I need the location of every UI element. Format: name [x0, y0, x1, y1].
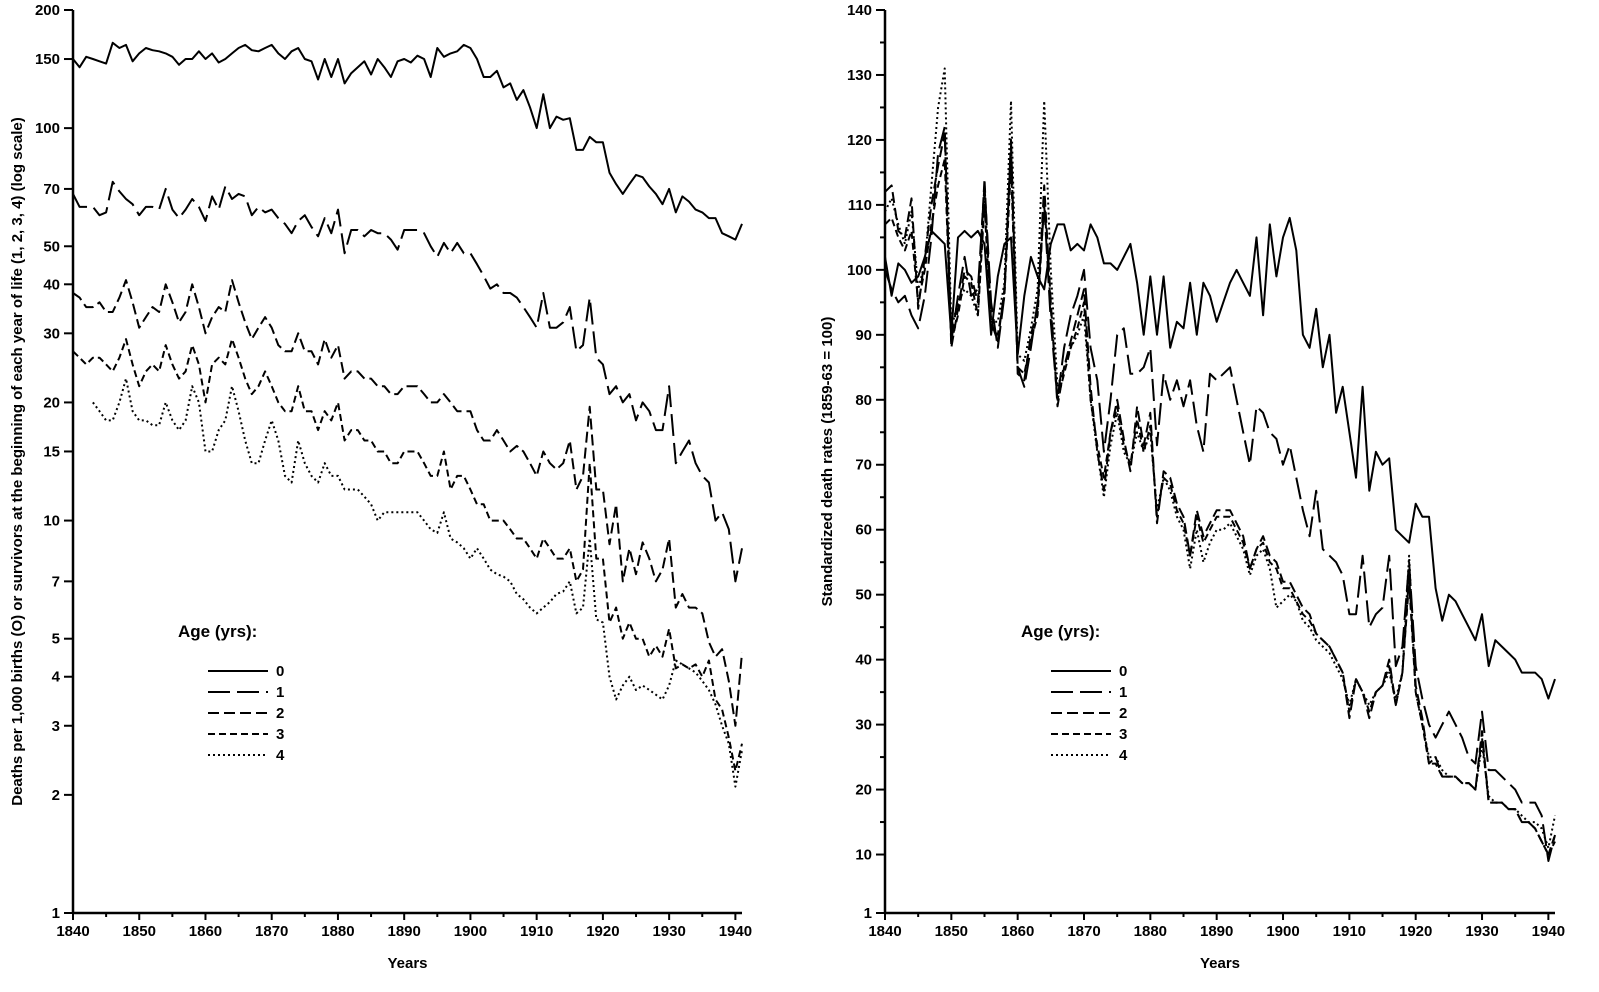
legend-label: 3: [276, 726, 284, 743]
y-tick-label: 50: [855, 587, 872, 604]
series-line-age-1: [72, 180, 743, 583]
legend-label: 4: [276, 747, 285, 764]
y-tick-label: 140: [847, 2, 872, 19]
x-axis-title: Years: [1200, 955, 1240, 972]
x-tick-label: 1920: [586, 923, 619, 940]
y-tick-label: 80: [855, 392, 872, 409]
y-tick-label: 15: [43, 443, 60, 460]
series-line-age-2: [72, 279, 743, 727]
series-line-age-3: [884, 158, 1556, 856]
series-line-age-4: [884, 67, 1556, 849]
x-tick-label: 1920: [1399, 923, 1432, 940]
y-tick-label: 2: [52, 787, 60, 804]
y-tick-label: 100: [35, 120, 60, 137]
x-tick-label: 1910: [1333, 923, 1366, 940]
y-axis-title: Standardized death rates (1859-63 = 100): [819, 317, 836, 607]
series-line-age-2: [884, 132, 1556, 856]
y-tick-label: 90: [855, 327, 872, 344]
x-tick-label: 1850: [123, 923, 156, 940]
y-tick-label: 10: [43, 513, 60, 530]
y-tick-label: 110: [848, 197, 872, 214]
y-tick-label: 150: [35, 51, 60, 68]
x-tick-label: 1840: [56, 923, 89, 940]
x-tick-label: 1850: [935, 923, 968, 940]
x-tick-label: 1870: [255, 923, 288, 940]
y-tick-label: 1: [864, 905, 872, 922]
y-tick-label: 4: [52, 669, 61, 686]
y-tick-label: 120: [847, 132, 872, 149]
x-tick-label: 1890: [388, 923, 421, 940]
y-tick-label: 10: [855, 847, 872, 864]
x-tick-label: 1930: [1465, 923, 1498, 940]
legend-label: 1: [1119, 684, 1127, 701]
y-tick-label: 3: [52, 718, 60, 735]
x-tick-label: 1880: [1134, 923, 1167, 940]
x-tick-label: 1840: [868, 923, 901, 940]
y-tick-label: 20: [43, 394, 60, 411]
right-panel: 1840 1850 1860 1870 1880 1890 1900 1910 1920 1930…: [819, 2, 1565, 972]
x-tick-label: 1860: [189, 923, 222, 940]
y-tick-label: 5: [52, 631, 60, 648]
legend-label: 0: [1119, 663, 1127, 680]
x-tick-label: 1930: [652, 923, 685, 940]
legend-label: 1: [276, 684, 284, 701]
legend-label: 4: [1119, 747, 1128, 764]
series-line-age-0: [72, 41, 743, 241]
y-tick-label: 40: [855, 652, 872, 669]
legend-title: Age (yrs):: [178, 622, 257, 641]
y-tick-label: 70: [855, 457, 872, 474]
legend-title: Age (yrs):: [1021, 622, 1100, 641]
series-line-age-0: [884, 216, 1556, 700]
x-tick-label: 1940: [1532, 923, 1565, 940]
legend-label: 0: [276, 663, 284, 680]
series-line-age-4: [92, 377, 743, 788]
legend-label: 3: [1119, 726, 1127, 743]
y-tick-label: 200: [35, 2, 60, 19]
x-tick-label: 1900: [454, 923, 487, 940]
y-tick-label: 30: [855, 717, 872, 734]
y-tick-label: 40: [43, 276, 60, 293]
x-tick-label: 1870: [1067, 923, 1100, 940]
x-tick-label: 1900: [1266, 923, 1299, 940]
y-tick-label: 100: [847, 262, 872, 279]
x-axis-title: Years: [387, 955, 427, 972]
legend-label: 2: [1119, 705, 1127, 722]
y-axis-title: Deaths per 1,000 births (O) or survivors…: [9, 117, 26, 806]
y-tick-label: 1: [52, 905, 60, 922]
x-tick-label: 1910: [520, 923, 553, 940]
y-tick-label: 130: [847, 67, 872, 84]
y-tick-label: 50: [43, 238, 60, 255]
x-tick-label: 1890: [1200, 923, 1233, 940]
y-tick-label: 60: [855, 522, 872, 539]
y-tick-label: 20: [855, 782, 872, 799]
y-tick-label: 7: [52, 573, 60, 590]
x-tick-label: 1940: [719, 923, 752, 940]
y-tick-label: 70: [43, 181, 60, 198]
left-panel: 1840 1850 1860 1870 1880 1890 1900 1910 1920 1930…: [9, 2, 752, 972]
legend-label: 2: [276, 705, 284, 722]
x-tick-label: 1880: [321, 923, 354, 940]
x-tick-label: 1860: [1001, 923, 1034, 940]
series-line-age-1: [884, 125, 1556, 862]
y-tick-label: 30: [43, 325, 60, 342]
series-line-age-3: [72, 338, 743, 772]
